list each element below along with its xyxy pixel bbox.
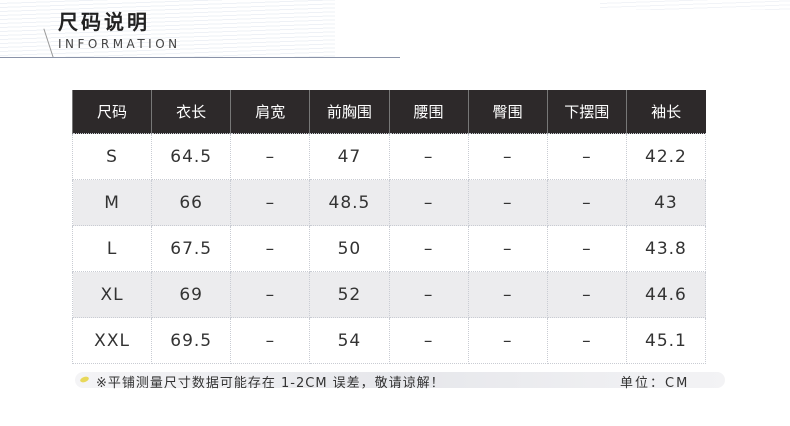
table-cell: 42.2 [625, 133, 707, 180]
table-cell: 64.5 [151, 133, 232, 180]
note-bar [75, 372, 725, 388]
table-cell: 69.5 [151, 317, 232, 364]
table-cell: 45.1 [625, 317, 707, 364]
table-cell: – [546, 317, 627, 364]
table-row: XXL 69.5–54– – –45.1 [71, 317, 707, 364]
measurement-note: ※平铺测量尺寸数据可能存在 1-2CM 误差，敬请谅解！ [96, 376, 445, 391]
table-cell: S [71, 133, 153, 180]
column-header: 腰围 [388, 90, 469, 134]
column-header: 下摆围 [546, 90, 627, 134]
table-cell: 44.6 [625, 271, 707, 318]
table-cell: – [467, 133, 548, 180]
table-cell: – [546, 133, 627, 180]
table-cell: – [230, 225, 311, 272]
unit-label: 单位：CM [620, 376, 690, 391]
table-cell: 50 [309, 225, 390, 272]
table-cell: – [546, 225, 627, 272]
column-header: 袖长 [625, 90, 706, 134]
table-cell: – [388, 133, 469, 180]
column-header: 肩宽 [230, 90, 310, 134]
table-cell: – [230, 317, 311, 364]
header-banner-texture [0, 0, 335, 58]
table-cell: – [388, 271, 469, 318]
table-cell: – [388, 225, 469, 272]
table-row: L 67.5–50– – –43.8 [71, 225, 707, 272]
table-cell: XXL [71, 317, 153, 364]
table-cell: 54 [309, 317, 390, 364]
table-cell: – [546, 271, 627, 318]
table-cell: 43 [625, 179, 707, 226]
size-table: 尺码 衣长 肩宽 前胸围 腰围 臀围 下摆围 袖长 S 64.5–47– – –42.2 M 66–48… [71, 90, 707, 364]
table-header-row: 尺码 衣长 肩宽 前胸围 腰围 臀围 下摆围 袖长 [71, 90, 706, 134]
table-cell: L [71, 225, 153, 272]
table-cell: 52 [309, 271, 390, 318]
table-cell: – [467, 225, 548, 272]
table-cell: 67.5 [151, 225, 232, 272]
table-cell: 43.8 [625, 225, 707, 272]
header-divider [0, 57, 400, 58]
page-subtitle: INFORMATION [58, 37, 181, 51]
table-row: XL 69–52– – –44.6 [71, 271, 707, 318]
table-cell: – [388, 317, 469, 364]
table-cell: – [388, 179, 469, 226]
table-row: S 64.5–47– – –42.2 [71, 133, 707, 180]
column-header: 前胸围 [309, 90, 389, 134]
table-cell: 47 [309, 133, 390, 180]
table-cell: – [230, 271, 311, 318]
table-cell: 69 [151, 271, 232, 318]
header-banner-texture-right [600, 0, 790, 10]
column-header: 尺码 [71, 90, 152, 134]
table-cell: – [546, 179, 627, 226]
table-cell: XL [71, 271, 153, 318]
table-row: M 66–48.5– – –43 [71, 179, 707, 226]
column-header: 臀围 [467, 90, 548, 134]
table-cell: 48.5 [309, 179, 390, 226]
table-cell: M [71, 179, 153, 226]
table-cell: – [230, 179, 311, 226]
table-cell: – [467, 271, 548, 318]
table-cell: – [467, 179, 548, 226]
page-title: 尺码说明 [58, 10, 150, 34]
table-cell: – [467, 317, 548, 364]
column-header: 衣长 [151, 90, 231, 134]
table-cell: – [230, 133, 311, 180]
table-cell: 66 [151, 179, 232, 226]
